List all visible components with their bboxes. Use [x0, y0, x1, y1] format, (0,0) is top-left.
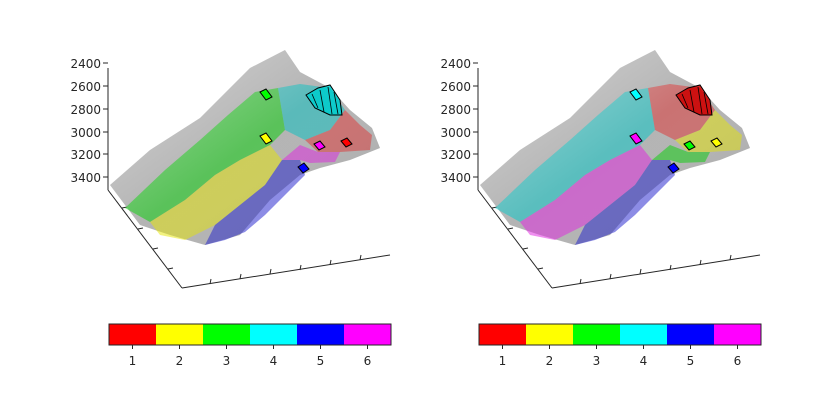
- colorbar-swatch: [526, 324, 573, 345]
- highlight-block: [675, 84, 713, 116]
- z-tick-label: 3000: [70, 126, 101, 140]
- block-edge: [689, 89, 695, 113]
- block-edge: [327, 86, 333, 115]
- z-tick-label: 2600: [70, 80, 101, 94]
- well-marker: [683, 140, 696, 151]
- well-marker: [667, 162, 680, 174]
- colorbar-label: 2: [176, 354, 184, 368]
- colorbar-swatch: [667, 324, 714, 345]
- highlight-block: [305, 84, 343, 116]
- x-tick-mark: [699, 259, 702, 266]
- colorbar-swatch: [344, 324, 391, 345]
- y-axis-line: [107, 189, 183, 289]
- x-tick-mark: [579, 278, 582, 285]
- colorbar-label: 4: [270, 354, 278, 368]
- well-marker: [629, 132, 643, 145]
- x-axis-line: [181, 254, 391, 289]
- x-tick-mark: [729, 254, 732, 261]
- z-tick-label: 3000: [440, 126, 471, 140]
- x-axis-line: [551, 254, 761, 289]
- surface-shading: [480, 50, 750, 245]
- colorbar-label: 1: [129, 354, 137, 368]
- z-tick-label: 3200: [70, 148, 101, 162]
- colorbar-swatch: [203, 324, 250, 345]
- z-tick-label: 3200: [440, 148, 471, 162]
- colorbar-swatch: [109, 324, 156, 345]
- z-tick-label: 3400: [440, 171, 471, 185]
- z-tick-label: 3400: [70, 171, 101, 185]
- right-panel: 2400 2600 2800 3000 3200 3400 1 2 3 4 5 6: [440, 50, 762, 368]
- x-tick-mark: [209, 278, 212, 285]
- z-tick-label: 2600: [440, 80, 471, 94]
- block-edge: [681, 93, 689, 109]
- colorbar-label: 3: [223, 354, 231, 368]
- well-marker: [710, 137, 723, 148]
- colorbar-label: 5: [317, 354, 325, 368]
- z-tick-label: 2800: [440, 103, 471, 117]
- y-tick-mark: [152, 247, 159, 250]
- y-axis-line: [477, 189, 553, 289]
- colorbar-swatch: [156, 324, 203, 345]
- y-tick-mark: [507, 227, 514, 230]
- colorbar-label: 3: [593, 354, 601, 368]
- y-tick-mark: [137, 227, 144, 230]
- colorbar-label: 6: [734, 354, 742, 368]
- well-marker: [313, 140, 326, 151]
- well-marker: [629, 88, 643, 101]
- colorbar-label: 1: [499, 354, 507, 368]
- well-marker: [297, 162, 310, 174]
- x-tick-mark: [669, 264, 672, 271]
- well-marker: [340, 137, 353, 148]
- colorbar-label: 6: [364, 354, 372, 368]
- colorbar-label: 5: [687, 354, 695, 368]
- colorbar-swatch: [573, 324, 620, 345]
- z-tick-label: 2800: [70, 103, 101, 117]
- block-edge: [319, 89, 325, 113]
- well-marker: [259, 88, 273, 101]
- colorbar-swatch: [297, 324, 344, 345]
- left-panel: 2400 2600 2800 3000 3200 3400 1 2 3 4 5 6: [70, 50, 392, 368]
- block-edge: [703, 91, 709, 115]
- x-tick-mark: [639, 268, 642, 275]
- x-tick-mark: [299, 264, 302, 271]
- block-edge: [311, 93, 319, 109]
- y-tick-mark: [522, 247, 529, 250]
- y-tick-mark: [537, 267, 544, 270]
- x-tick-mark: [269, 268, 272, 275]
- z-tick-label: 2400: [70, 57, 101, 71]
- colorbar-swatch: [714, 324, 761, 345]
- x-tick-mark: [609, 273, 612, 280]
- colorbar-label: 2: [546, 354, 554, 368]
- x-tick-mark: [239, 273, 242, 280]
- colorbar-swatch: [250, 324, 297, 345]
- x-tick-mark: [329, 259, 332, 266]
- x-tick-mark: [359, 254, 362, 261]
- colorbar-frame: [108, 323, 392, 346]
- colorbar-swatch: [479, 324, 526, 345]
- surface-shading: [110, 50, 380, 245]
- colorbar-label: 4: [640, 354, 648, 368]
- y-tick-mark: [167, 267, 174, 270]
- z-tick-label: 2400: [440, 57, 471, 71]
- colorbar-swatch: [620, 324, 667, 345]
- well-marker: [259, 132, 273, 145]
- colorbar-frame: [478, 323, 762, 346]
- block-edge: [697, 86, 703, 115]
- block-edge: [333, 91, 339, 115]
